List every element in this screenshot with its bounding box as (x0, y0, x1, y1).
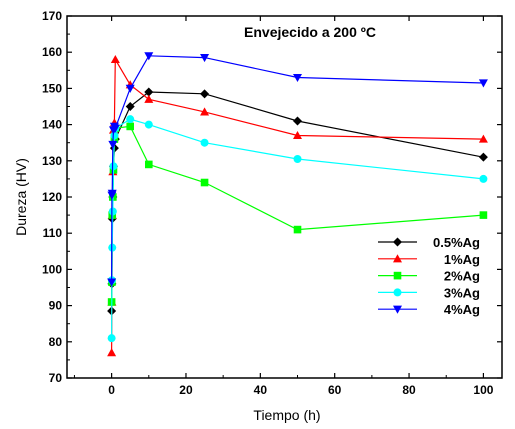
data-point (110, 124, 120, 133)
legend-label: 1%Ag (444, 252, 480, 267)
data-point (110, 54, 120, 64)
data-point (200, 54, 210, 63)
y-tick-label: 70 (49, 371, 63, 385)
legend: 0.5%Ag 1%Ag 2%Ag3%Ag 4%Ag (378, 235, 480, 317)
data-point (478, 134, 488, 143)
plot-frame (66, 15, 503, 379)
x-tick-label: 0 (108, 383, 115, 397)
legend-label: 2%Ag (444, 269, 480, 284)
data-point (110, 131, 119, 140)
axes: 70 80 90 100 110 120 130 140 150 160 170 0 20 40 60 80 1… (42, 9, 502, 397)
data-point (107, 348, 117, 357)
data-point (144, 52, 154, 61)
data-point (108, 207, 117, 216)
x-tick-label: 60 (328, 383, 342, 397)
data-point (479, 211, 488, 219)
data-point (108, 140, 118, 150)
data-point (109, 162, 118, 171)
legend-label: 4%Ag (444, 302, 480, 317)
data-point (200, 107, 210, 116)
y-axis-title: Dureza (HV) (13, 158, 29, 236)
legend-label: 3%Ag (444, 285, 480, 300)
series-4 (107, 52, 488, 287)
x-tick-label: 80 (402, 383, 416, 397)
y-tick-label: 90 (49, 299, 63, 313)
data-point (200, 89, 210, 99)
series-line (111, 57, 484, 353)
data-point (144, 120, 153, 129)
x-tick-label: 100 (473, 383, 493, 397)
data-point (478, 79, 488, 88)
data-point (125, 84, 135, 93)
data-point (293, 225, 302, 234)
y-tick-label: 160 (42, 45, 62, 59)
chart-title: Envejecido a 200 ºC (244, 24, 376, 40)
data-point (126, 115, 135, 124)
y-tick-label: 80 (49, 335, 63, 349)
legend-marker (393, 305, 402, 314)
y-tick-label: 140 (42, 118, 62, 132)
data-point (479, 174, 488, 183)
x-tick-label: 20 (179, 383, 193, 397)
series-1 (107, 54, 488, 357)
legend-marker (393, 271, 402, 280)
y-tick-label: 100 (42, 262, 62, 276)
data-point (107, 278, 117, 287)
series-0 (107, 87, 488, 316)
data-point (144, 94, 154, 103)
data-point (107, 334, 116, 343)
x-tick-label: 40 (254, 383, 268, 397)
data-point (144, 160, 153, 169)
data-point (293, 116, 303, 126)
data-point (478, 152, 488, 162)
series-layer (107, 52, 488, 357)
legend-label: 0.5%Ag (433, 235, 480, 250)
series-line (111, 55, 484, 283)
data-point (200, 178, 209, 187)
series-2 (107, 122, 488, 306)
x-axis-title: Tiempo (h) (253, 407, 320, 423)
data-point (293, 154, 302, 163)
data-point (200, 138, 209, 147)
series-line (111, 125, 484, 303)
legend-marker (393, 254, 402, 263)
y-tick-label: 170 (42, 9, 62, 23)
legend-marker (393, 237, 402, 247)
y-tick-label: 120 (42, 190, 62, 204)
data-point (293, 73, 303, 83)
y-tick-label: 110 (43, 226, 63, 240)
data-point (125, 102, 135, 111)
data-point (126, 122, 135, 131)
legend-marker (393, 288, 402, 297)
y-tick-label: 130 (42, 154, 62, 168)
data-point (107, 189, 117, 198)
y-tick-label: 150 (42, 81, 62, 95)
data-point (144, 87, 154, 97)
data-point (293, 130, 303, 140)
